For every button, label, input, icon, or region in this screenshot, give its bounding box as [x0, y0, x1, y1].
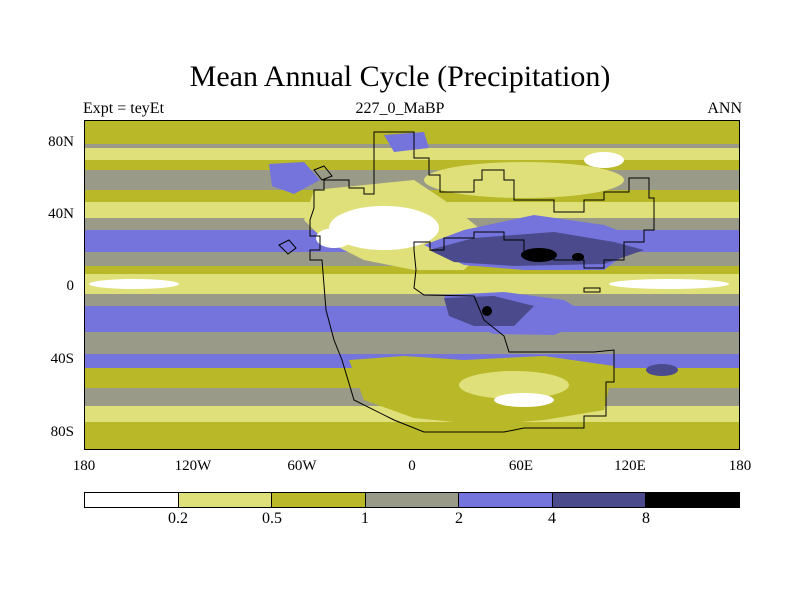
xtick-60w: 60W	[287, 458, 317, 474]
time-period-label: 227_0_MaBP	[355, 100, 445, 117]
band-subtropic-n2	[84, 266, 740, 274]
desert-core	[329, 206, 439, 250]
band-south-wet	[84, 306, 740, 332]
wet-patch-southeast	[646, 364, 678, 376]
wet-patch-nw	[269, 162, 320, 194]
ytick-40n: 40N	[48, 206, 74, 222]
xtick-60e: 60E	[508, 458, 534, 474]
map-canvas	[84, 120, 740, 450]
band-subtropic-s	[84, 294, 740, 302]
experiment-label: Expt = teyEt	[83, 100, 165, 117]
wet-patch-north	[384, 132, 429, 152]
colorbar-segment-1	[85, 493, 179, 507]
colorbar	[84, 492, 740, 508]
band-antarctic	[84, 422, 740, 450]
dry-spot-ne	[584, 152, 624, 168]
colorbar-label-2: 2	[455, 510, 463, 527]
small-coast-outline	[278, 239, 297, 255]
xtick-0: 0	[408, 458, 416, 474]
colorbar-segment-5	[459, 493, 553, 507]
max-precip-1	[521, 248, 557, 262]
equator-dry-west	[89, 279, 179, 289]
xtick-180-east: 180	[728, 458, 752, 474]
colorbar-label-4: 4	[548, 510, 556, 527]
xtick-180-west: 180	[72, 458, 96, 474]
colorbar-label-8: 8	[642, 510, 650, 527]
colorbar-segment-3	[272, 493, 366, 507]
season-label: ANN	[707, 100, 742, 117]
max-precip-2	[572, 253, 584, 261]
band-south-1	[84, 332, 740, 354]
plot-title: Mean Annual Cycle (Precipitation)	[189, 60, 611, 93]
colorbar-segment-6	[552, 493, 647, 507]
map-frame	[84, 120, 740, 450]
ytick-0: 0	[66, 278, 75, 294]
ytick-40s: 40S	[50, 351, 74, 367]
xtick-120e: 120E	[614, 458, 646, 474]
band-north-2	[84, 160, 740, 170]
band-north-1	[84, 148, 740, 160]
dry-region-south-core	[459, 371, 569, 399]
colorbar-label-0-5: 0.5	[262, 510, 282, 527]
colorbar-label-1: 1	[361, 510, 369, 527]
colorbar-label-0-2: 0.2	[168, 510, 188, 527]
ytick-80n: 80N	[48, 134, 74, 150]
dry-region-northeast	[424, 162, 624, 198]
desert-south	[494, 393, 554, 407]
xtick-120w: 120W	[174, 458, 212, 474]
max-precip-south	[482, 306, 492, 316]
coastline	[309, 131, 655, 433]
precipitation-map	[84, 120, 740, 450]
colorbar-segment-4	[365, 493, 460, 507]
desert-west	[316, 228, 352, 248]
colorbar-segment-2	[178, 493, 273, 507]
island-outline	[583, 287, 601, 293]
equator-dry-east	[609, 279, 729, 289]
band-equator	[84, 274, 740, 294]
nw-coast-outline	[313, 165, 333, 181]
colorbar-segment-7	[646, 493, 740, 507]
ytick-80s: 80S	[50, 424, 74, 440]
